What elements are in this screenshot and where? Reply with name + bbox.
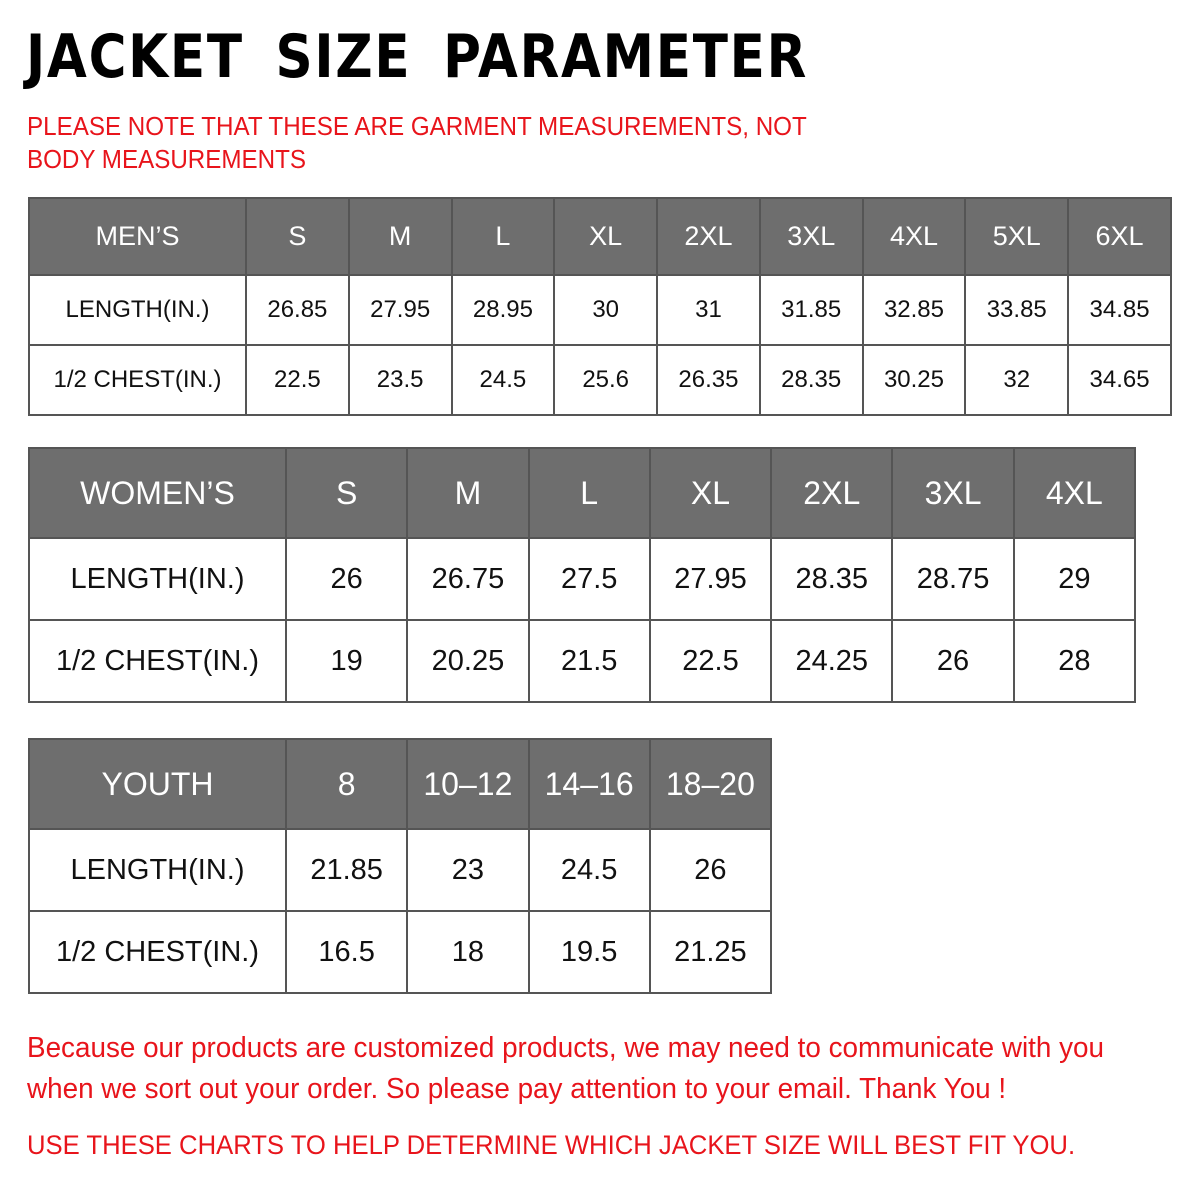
measurement-cell: 31 bbox=[656, 274, 761, 346]
measurement-cell: 24.5 bbox=[450, 344, 556, 416]
measurement-cell: 19.5 bbox=[527, 910, 651, 994]
category-header: YOUTH bbox=[28, 738, 287, 830]
measurement-cell: 28.95 bbox=[450, 274, 556, 346]
measurement-cell: 32.85 bbox=[861, 274, 967, 346]
size-header: M bbox=[347, 197, 453, 276]
size-header: 6XL bbox=[1067, 197, 1172, 276]
measurement-cell: 28.35 bbox=[758, 344, 864, 416]
measurement-cell: 25.6 bbox=[553, 344, 659, 416]
size-header: 18–20 bbox=[648, 738, 773, 830]
row-label: LENGTH(IN.) bbox=[28, 274, 247, 346]
measurement-cell: 32 bbox=[964, 344, 1070, 416]
row-label: 1/2 CHEST(IN.) bbox=[28, 619, 287, 703]
size-header: 3XL bbox=[758, 197, 864, 276]
measurement-cell: 26.85 bbox=[245, 274, 350, 346]
measurement-cell: 34.85 bbox=[1067, 274, 1172, 346]
row-label: LENGTH(IN.) bbox=[28, 537, 287, 621]
measurement-cell: 18 bbox=[406, 910, 530, 994]
table-row: LENGTH(IN.) 21.85 23 24.5 26 bbox=[28, 828, 773, 912]
table-row: 1/2 CHEST(IN.) 16.5 18 19.5 21.25 bbox=[28, 910, 773, 994]
measurement-note: PLEASE NOTE THAT THESE ARE GARMENT MEASU… bbox=[27, 111, 807, 174]
measurement-cell: 27.5 bbox=[527, 537, 651, 621]
womens-size-table: WOMEN’S S M L XL 2XL 3XL 4XL LENGTH(IN.) 26 26.75 2… bbox=[28, 447, 1137, 703]
customization-notice: Because our products are customized prod… bbox=[27, 1032, 1105, 1105]
youth-size-table: YOUTH 8 10–12 14–16 18–20 LENGTH(IN.) 21.85 23 2… bbox=[28, 738, 773, 994]
size-header: 5XL bbox=[964, 197, 1070, 276]
table-row: 1/2 CHEST(IN.) 22.5 23.5 24.5 25.6 26.35 28.35… bbox=[28, 344, 1172, 416]
measurement-cell: 24.25 bbox=[770, 619, 894, 703]
measurement-cell: 23 bbox=[406, 828, 530, 912]
measurement-cell: 23.5 bbox=[347, 344, 453, 416]
table-row: LENGTH(IN.) 26 26.75 27.5 27.95 28.35 28.75 29 bbox=[28, 537, 1137, 621]
measurement-cell: 24.5 bbox=[527, 828, 651, 912]
table-row: LENGTH(IN.) 26.85 27.95 28.95 30 31 31.85 32.85… bbox=[28, 274, 1172, 346]
measurement-cell: 21.5 bbox=[527, 619, 651, 703]
measurement-cell: 27.95 bbox=[648, 537, 773, 621]
measurement-cell: 26 bbox=[648, 828, 773, 912]
size-chart-hint: USE THESE CHARTS TO HELP DETERMINE WHICH… bbox=[27, 1130, 1076, 1160]
measurement-cell: 28 bbox=[1012, 619, 1137, 703]
row-label: LENGTH(IN.) bbox=[28, 828, 287, 912]
measurement-cell: 21.25 bbox=[648, 910, 773, 994]
size-header: 4XL bbox=[861, 197, 967, 276]
measurement-cell: 26 bbox=[891, 619, 1015, 703]
row-label: 1/2 CHEST(IN.) bbox=[28, 344, 247, 416]
measurement-cell: 30.25 bbox=[861, 344, 967, 416]
size-header: 2XL bbox=[770, 447, 894, 539]
size-header: XL bbox=[553, 197, 659, 276]
measurement-cell: 19 bbox=[284, 619, 409, 703]
size-header: 14–16 bbox=[527, 738, 651, 830]
measurement-cell: 30 bbox=[553, 274, 659, 346]
size-header: 8 bbox=[284, 738, 409, 830]
category-header: WOMEN’S bbox=[28, 447, 287, 539]
measurement-cell: 33.85 bbox=[964, 274, 1070, 346]
size-header: 3XL bbox=[891, 447, 1015, 539]
measurement-cell: 21.85 bbox=[284, 828, 409, 912]
size-header: L bbox=[527, 447, 651, 539]
size-header: 4XL bbox=[1012, 447, 1137, 539]
measurement-cell: 28.35 bbox=[770, 537, 894, 621]
table-header-row: WOMEN’S S M L XL 2XL 3XL 4XL bbox=[28, 447, 1137, 539]
measurement-cell: 26 bbox=[284, 537, 409, 621]
size-header: XL bbox=[648, 447, 773, 539]
size-header: 2XL bbox=[656, 197, 761, 276]
measurement-cell: 16.5 bbox=[284, 910, 409, 994]
page-title: JACKET SIZE PARAMETER bbox=[26, 22, 809, 92]
size-header: 10–12 bbox=[406, 738, 530, 830]
mens-size-table: MEN’S S M L XL 2XL 3XL 4XL 5XL 6XL LENGTH(IN.) 26.8… bbox=[28, 197, 1172, 416]
category-header: MEN’S bbox=[28, 197, 247, 276]
size-header: S bbox=[284, 447, 409, 539]
measurement-cell: 26.75 bbox=[406, 537, 530, 621]
row-label: 1/2 CHEST(IN.) bbox=[28, 910, 287, 994]
measurement-cell: 26.35 bbox=[656, 344, 761, 416]
size-header: L bbox=[450, 197, 556, 276]
measurement-cell: 34.65 bbox=[1067, 344, 1172, 416]
table-header-row: YOUTH 8 10–12 14–16 18–20 bbox=[28, 738, 773, 830]
measurement-cell: 28.75 bbox=[891, 537, 1015, 621]
size-header: S bbox=[245, 197, 350, 276]
size-header: M bbox=[406, 447, 530, 539]
measurement-cell: 31.85 bbox=[758, 274, 864, 346]
measurement-cell: 20.25 bbox=[406, 619, 530, 703]
measurement-cell: 29 bbox=[1012, 537, 1137, 621]
measurement-cell: 22.5 bbox=[245, 344, 350, 416]
table-header-row: MEN’S S M L XL 2XL 3XL 4XL 5XL 6XL bbox=[28, 197, 1172, 276]
table-row: 1/2 CHEST(IN.) 19 20.25 21.5 22.5 24.25 26 28 bbox=[28, 619, 1137, 703]
measurement-cell: 22.5 bbox=[648, 619, 773, 703]
measurement-cell: 27.95 bbox=[347, 274, 453, 346]
